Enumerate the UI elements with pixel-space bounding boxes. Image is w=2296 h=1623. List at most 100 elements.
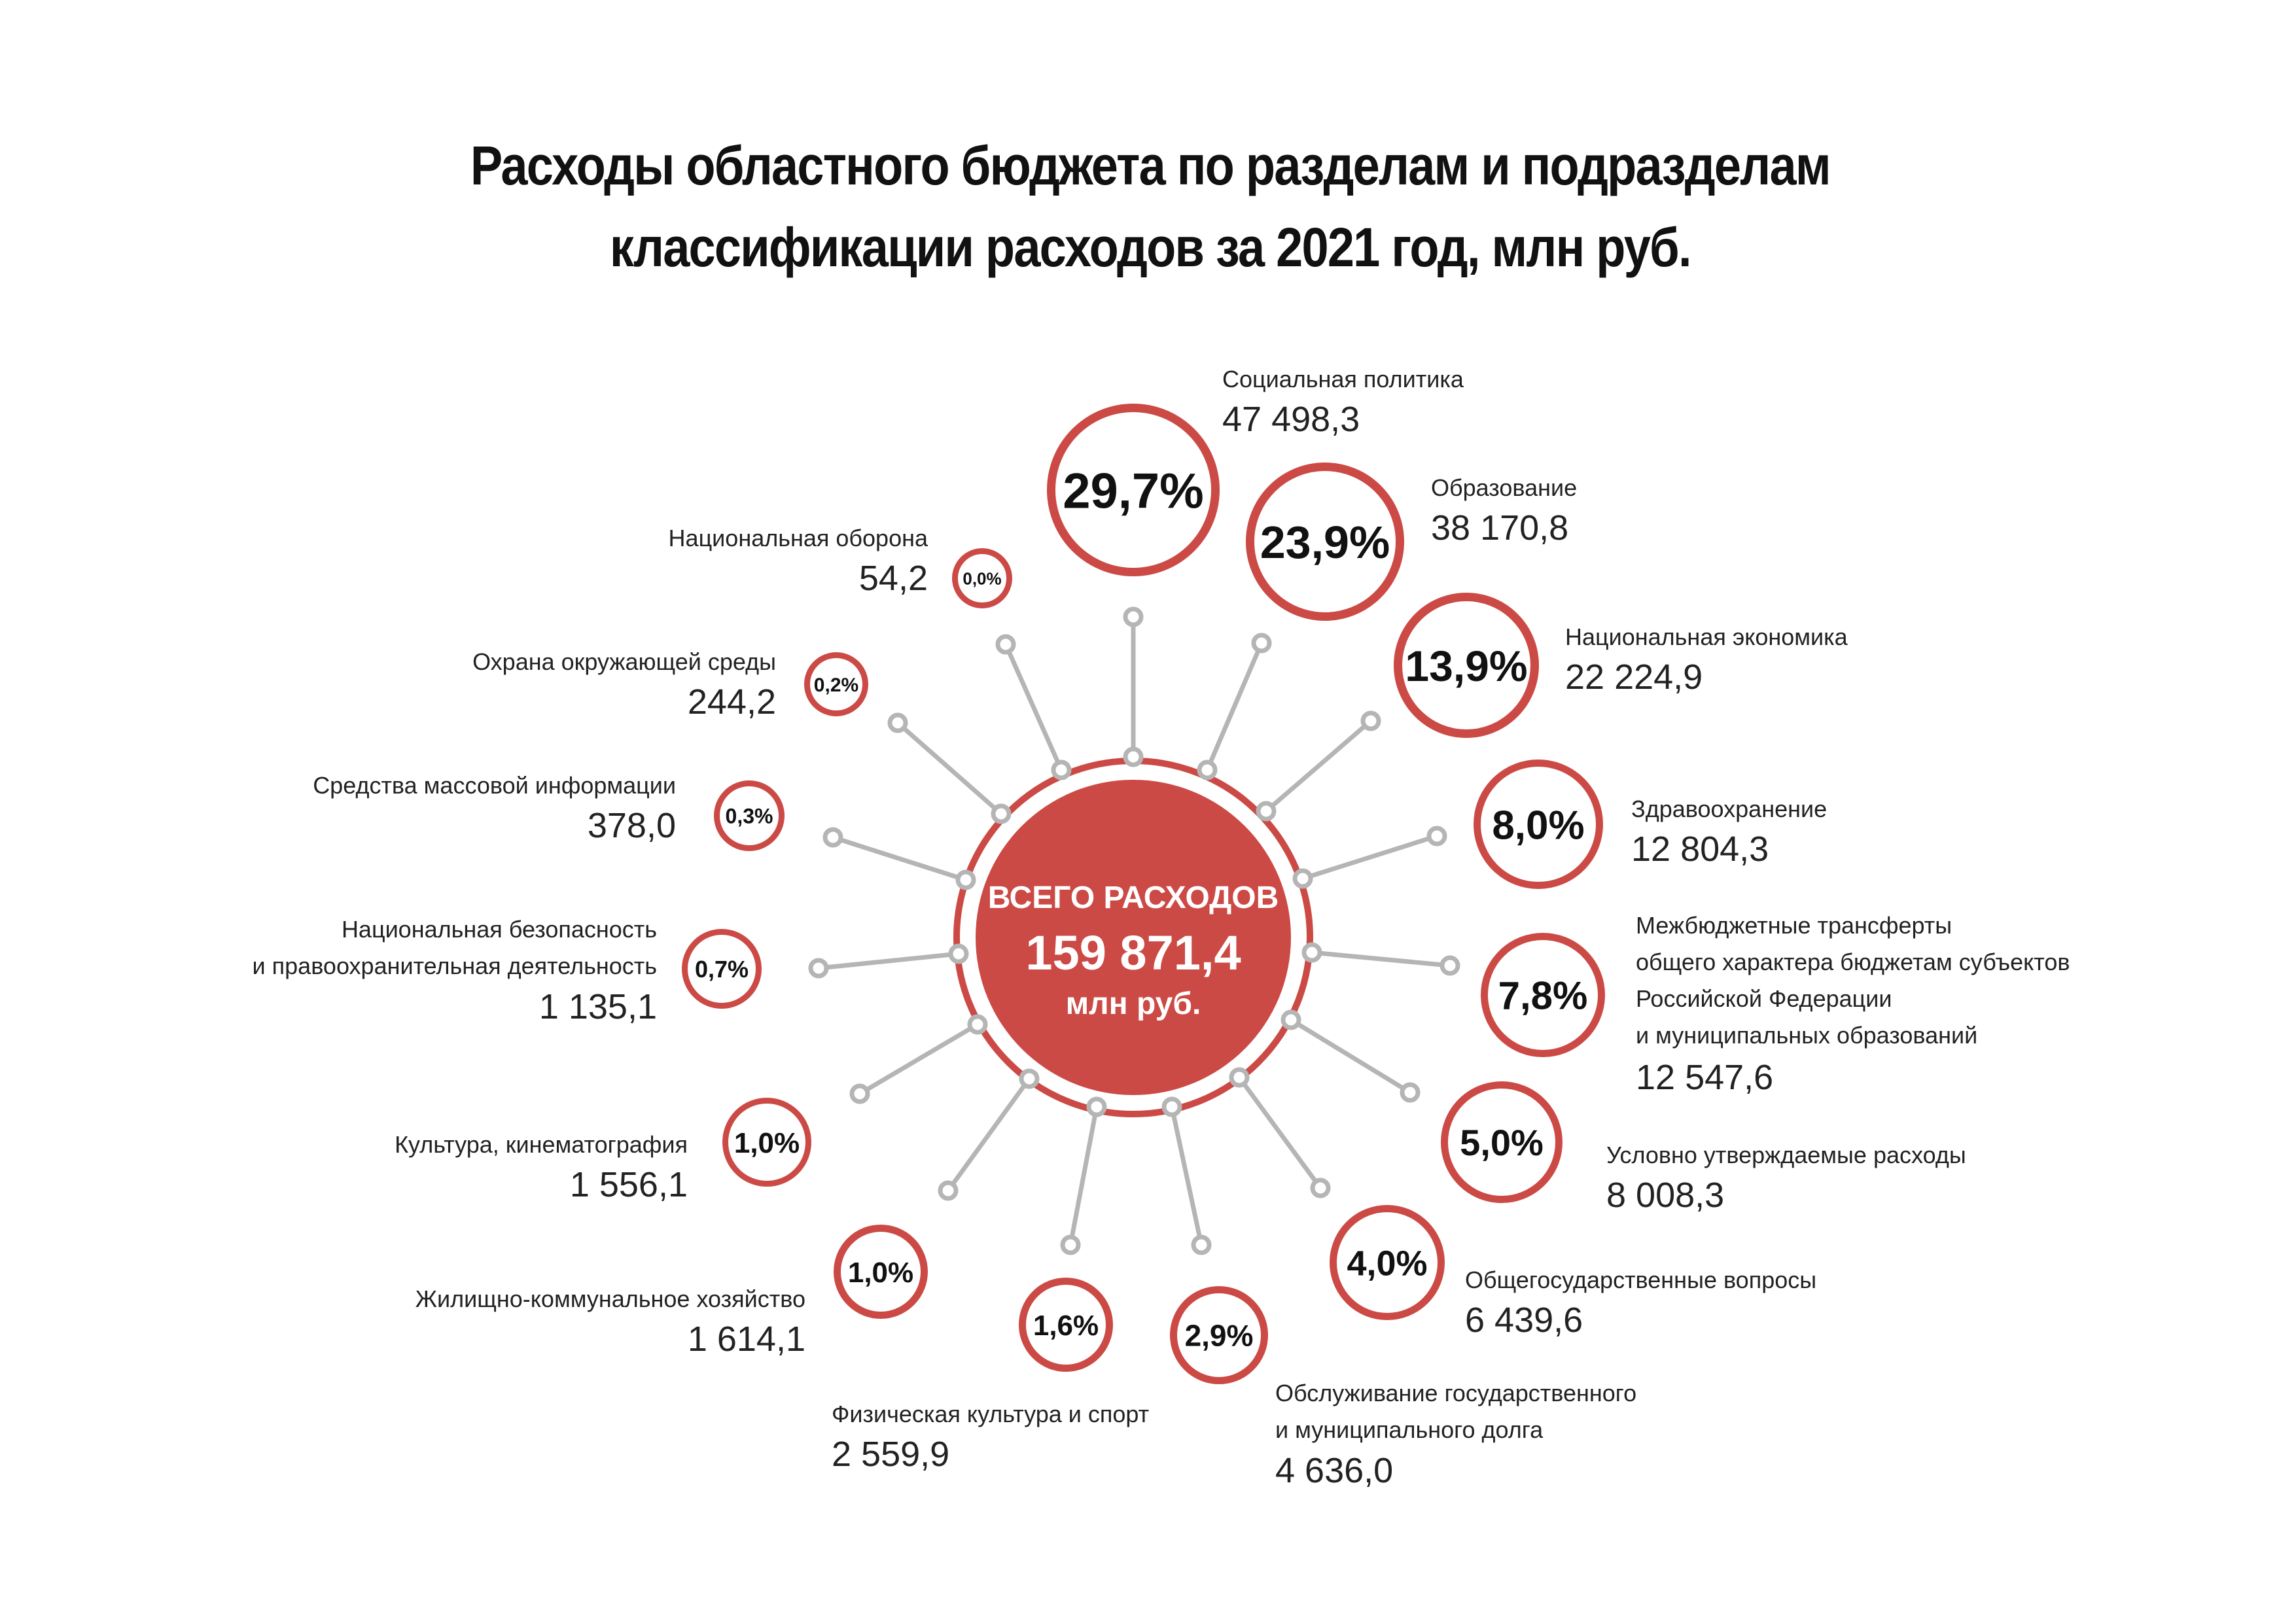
spoke-inner-dot <box>1197 759 1218 780</box>
category-value: 1 614,1 <box>688 1319 805 1359</box>
category-item: 5,0% Условно утверждаемые расходы 8 008,3 <box>1441 1081 1966 1215</box>
spoke-outer-dot <box>849 1083 870 1104</box>
spoke-inner-dot <box>1292 868 1313 889</box>
category-value: 38 170,8 <box>1431 508 1568 548</box>
spoke-outer-dot <box>1439 955 1460 976</box>
category-value: 1 135,1 <box>539 987 657 1026</box>
spoke-inner-dot <box>991 803 1012 824</box>
category-label: Физическая культура и спорт <box>832 1401 1149 1427</box>
spoke-outer-dot <box>938 1180 959 1201</box>
items: 29,7% Социальная политика 47 498,3 23,9% Обр… <box>253 366 2070 1490</box>
category-label: Общегосударственные вопросы <box>1465 1266 1816 1293</box>
spoke-outer-dot <box>1426 826 1447 846</box>
category-value: 6 439,6 <box>1465 1300 1583 1340</box>
category-value: 12 804,3 <box>1631 829 1769 869</box>
spoke-outer-dot <box>1310 1178 1331 1198</box>
percent-circle <box>1441 1081 1563 1203</box>
spoke-inner-dot <box>955 869 976 890</box>
percent-label: 1,6% <box>1033 1310 1099 1342</box>
category-item: 1,0% Культура, кинематография 1 556,1 <box>395 1098 811 1204</box>
percent-circle <box>1047 404 1220 576</box>
category-item: 0,2% Охрана окружающей среды 244,2 <box>472 648 868 722</box>
percent-label: 2,9% <box>1185 1319 1254 1353</box>
category-label: Межбюджетные трансферты <box>1636 912 1952 939</box>
category-label: Средства массовой информации <box>313 772 676 799</box>
spoke-outer-dot <box>1360 710 1381 731</box>
category-item: 0,7% Национальная безопасность и правоохра… <box>253 916 762 1026</box>
category-item: 1,0% Жилищно-коммунальное хозяйство 1 614,… <box>415 1225 928 1359</box>
percent-circle <box>1481 933 1605 1057</box>
category-value: 244,2 <box>688 682 776 722</box>
category-label: общего характера бюджетам субъектов <box>1636 949 2070 975</box>
spoke-line <box>896 721 1003 816</box>
spoke-line <box>1003 643 1064 771</box>
percent-label: 1,0% <box>734 1127 800 1159</box>
percent-label: 23,9% <box>1260 517 1390 568</box>
spoke-line <box>1068 1106 1099 1246</box>
category-label: Национальная экономика <box>1565 623 1848 650</box>
percent-label: 0,7% <box>695 956 749 983</box>
spoke-inner-dot <box>1280 1009 1301 1030</box>
category-value: 1 556,1 <box>570 1165 688 1204</box>
spoke-inner-dot <box>967 1014 988 1035</box>
total-unit: млн руб. <box>1066 986 1201 1021</box>
category-value: 2 559,9 <box>832 1435 949 1474</box>
spoke-inner-dot <box>1086 1096 1107 1117</box>
spoke-line <box>1205 642 1264 771</box>
percent-circle <box>1246 462 1404 621</box>
category-label: Национальная оборона <box>669 525 928 551</box>
spoke-outer-dot <box>808 958 829 979</box>
spoke-inner-dot <box>948 943 969 964</box>
category-item: 4,0% Общегосударственные вопросы 6 439,6 <box>1330 1205 1816 1340</box>
spoke-inner-dot <box>1301 942 1322 963</box>
spoke-outer-dot <box>1251 633 1272 654</box>
spoke-inner-dot <box>1051 759 1072 780</box>
category-label: Охрана окружающей среды <box>472 648 776 675</box>
chart-title-line-1: Расходы областного бюджета по разделам и… <box>470 135 1831 196</box>
spoke-inner-dot <box>1256 801 1277 822</box>
chart-title-line-2: классификации расходов за 2021 год, млн … <box>609 217 1692 278</box>
spoke-outer-dot <box>822 827 843 848</box>
category-label: и правоохранительная деятельность <box>253 952 657 979</box>
total-value: 159 871,4 <box>1025 926 1241 980</box>
percent-label: 1,0% <box>848 1257 913 1289</box>
category-item: 0,0% Национальная оборона 54,2 <box>669 525 1012 608</box>
spoke-line <box>858 1022 979 1096</box>
spoke-line <box>1301 833 1438 881</box>
spoke-inner-dot <box>1161 1096 1182 1117</box>
percent-circle <box>1330 1205 1445 1320</box>
percent-label: 8,0% <box>1492 803 1584 848</box>
spoke-outer-dot <box>887 712 908 733</box>
spoke-outer-dot <box>1400 1082 1421 1103</box>
percent-label: 0,2% <box>814 674 858 696</box>
category-item: 0,3% Средства массовой информации 378,0 <box>313 772 785 851</box>
percent-circle <box>1474 759 1603 889</box>
category-value: 22 224,9 <box>1565 657 1703 697</box>
category-value: 12 547,6 <box>1636 1058 1773 1097</box>
category-item: 2,9% Обслуживание государственного и муниц… <box>1170 1286 1636 1490</box>
spoke-line <box>818 951 959 971</box>
spoke-inner-dot <box>1123 746 1144 767</box>
category-item: 29,7% Социальная политика 47 498,3 <box>1047 366 1464 576</box>
category-value: 54,2 <box>859 559 928 598</box>
percent-label: 4,0% <box>1347 1244 1427 1283</box>
category-label: Жилищно-коммунальное хозяйство <box>415 1285 805 1312</box>
category-item: 7,8% Межбюджетные трансферты общего характ… <box>1481 912 2070 1097</box>
percent-label: 0,3% <box>726 805 773 828</box>
spoke-line <box>946 1077 1031 1193</box>
category-item: 23,9% Образование 38 170,8 <box>1246 462 1577 621</box>
spoke-line <box>832 835 967 882</box>
category-label: Условно утверждаемые расходы <box>1606 1142 1966 1168</box>
spoke-line <box>1290 1018 1411 1094</box>
percent-circle <box>952 548 1012 608</box>
category-label: Социальная политика <box>1222 366 1464 393</box>
category-value: 4 636,0 <box>1275 1451 1393 1490</box>
percent-circle <box>1170 1286 1268 1384</box>
percent-label: 5,0% <box>1460 1122 1544 1163</box>
percent-circle <box>682 929 762 1009</box>
category-label: и муниципального долга <box>1275 1416 1544 1443</box>
spoke-outer-dot <box>1123 606 1144 627</box>
percent-label: 0,0% <box>963 568 1001 588</box>
spoke-line <box>1264 719 1373 813</box>
